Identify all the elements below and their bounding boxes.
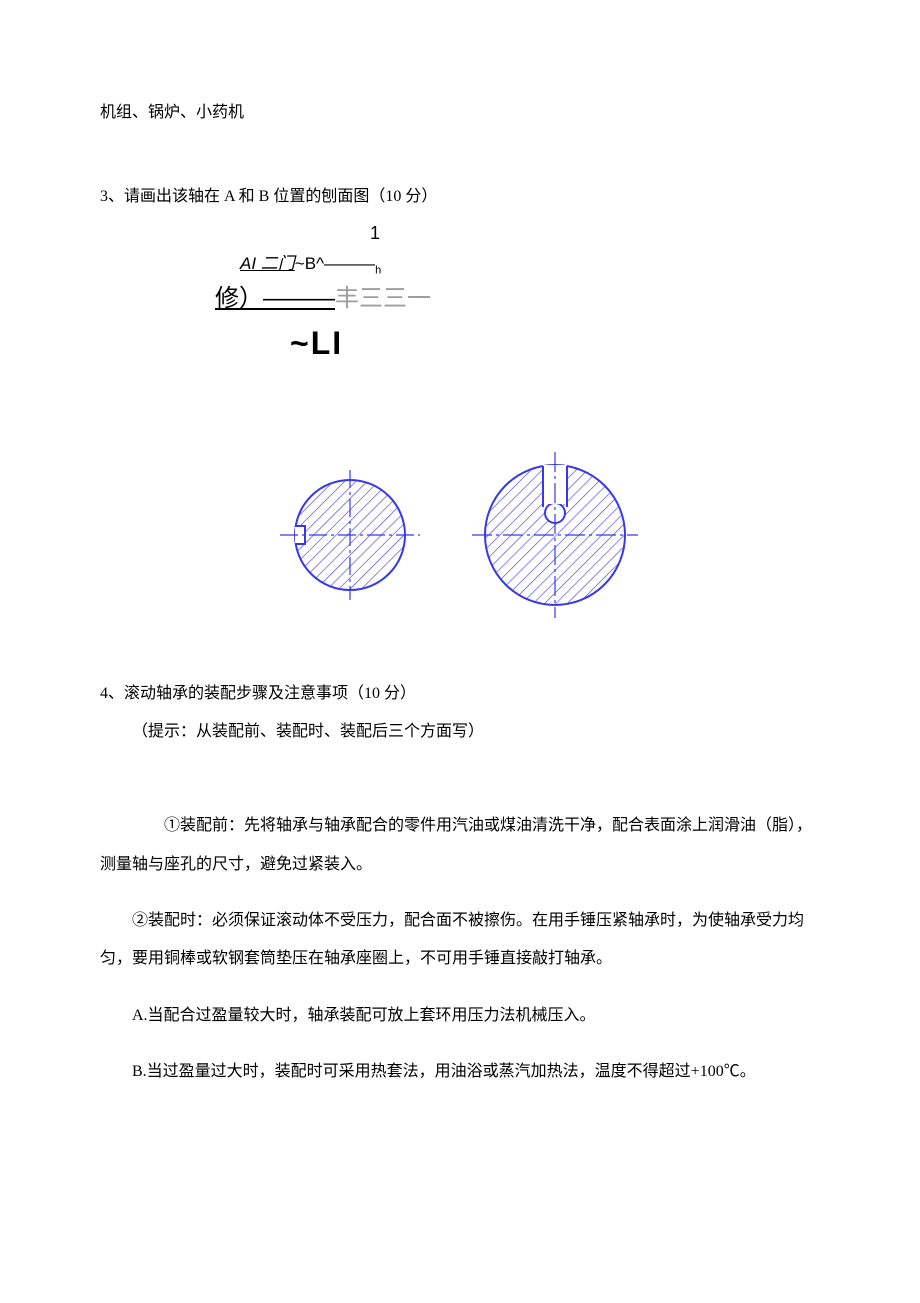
header-text: 机组、锅炉、小药机 (100, 100, 820, 126)
ascii-2c: B^——— (305, 254, 375, 273)
ascii-row-2: AI 二门~B^———h (240, 250, 820, 280)
spacer (100, 757, 820, 807)
answer-p1: ①装配前：先将轴承与轴承配合的零件用汽油或煤油清洗干净，配合表面涂上润滑油（脂）… (100, 807, 820, 884)
ascii-2a: AI 二门 (240, 254, 295, 273)
spacer (100, 660, 820, 680)
section-figures (100, 450, 820, 620)
ascii-2d: h (375, 264, 381, 276)
shaft-ascii-diagram: 1 AI 二门~B^———h 修）———丰三三一 ~LI (220, 219, 820, 369)
answer-p2: ②装配时：必须保证滚动体不受压力，配合面不被擦伤。在用手锤压紧轴承时，为使轴承受… (100, 902, 820, 979)
section-a-figure (270, 465, 430, 605)
ascii-row-4: ~LI (290, 318, 820, 369)
question-4-title: 4、滚动轴承的装配步骤及注意事项（10 分） (100, 680, 820, 709)
spacer (100, 134, 820, 184)
ascii-3b: 丰三三一 (335, 285, 431, 312)
answer-pA: A.当配合过盈量较大时，轴承装配可放上套环用压力法机械压入。 (100, 997, 820, 1035)
question-4-hint: （提示：从装配前、装配时、装配后三个方面写） (100, 718, 820, 747)
ascii-3a: 修）——— (215, 285, 335, 312)
ascii-row-1: 1 (370, 219, 820, 248)
question-3-title: 3、请画出该轴在 A 和 B 位置的刨面图（10 分） (100, 184, 820, 210)
answer-pB: B.当过盈量过大时，装配时可采用热套法，用油浴或蒸汽加热法，温度不得超过+100… (100, 1053, 820, 1091)
section-b-figure (460, 450, 650, 620)
ascii-2b: ~ (295, 254, 305, 273)
ascii-row-3: 修）———丰三三一 (215, 280, 820, 318)
